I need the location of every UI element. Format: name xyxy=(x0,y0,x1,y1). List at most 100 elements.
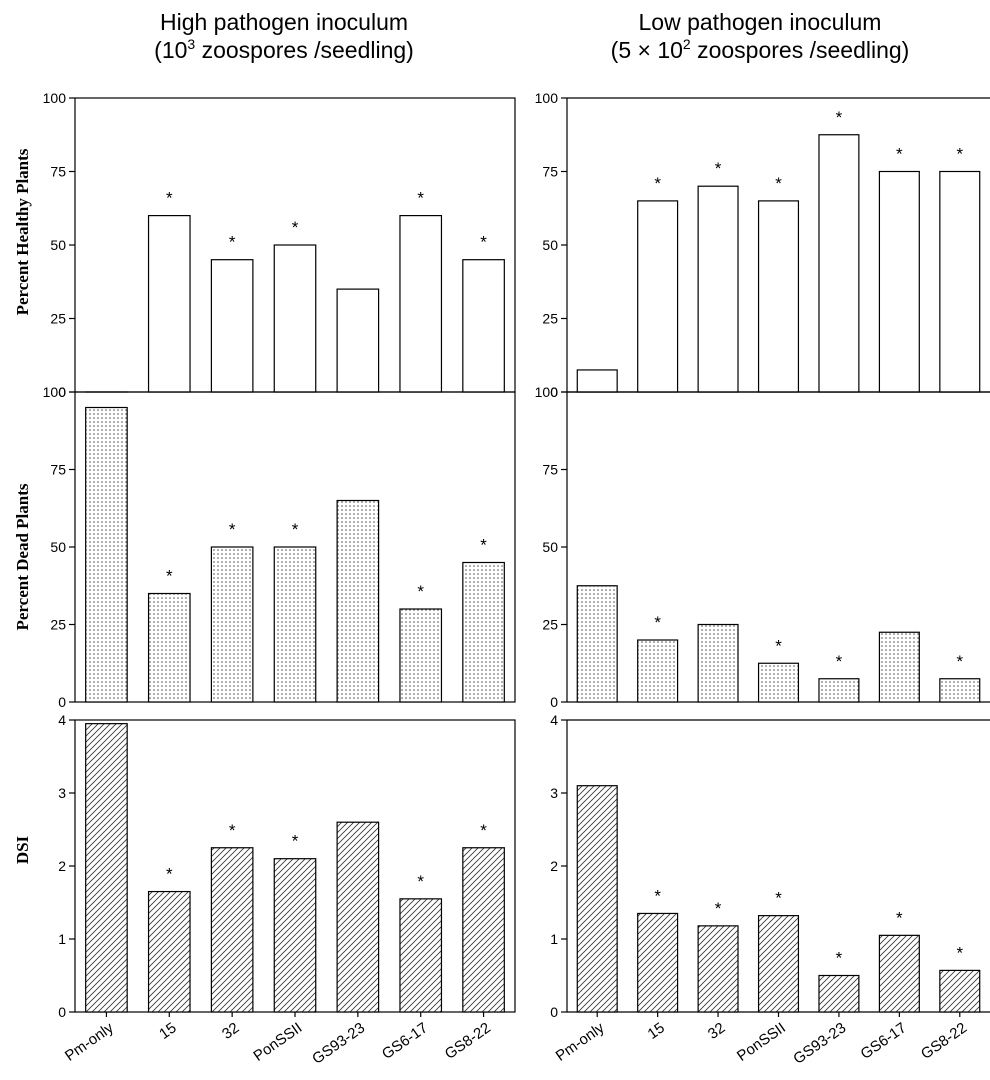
x-tick-label: GS93-23 xyxy=(309,1019,368,1067)
bar-gs8-22 xyxy=(939,678,981,703)
x-tick-label: Pm-only xyxy=(62,1019,117,1065)
bar-ponssii xyxy=(757,915,800,1013)
x-tick-label: 32 xyxy=(705,1019,728,1042)
significance-star: * xyxy=(775,889,782,908)
y-tick-label: 25 xyxy=(542,617,558,633)
y-tick-label: 0 xyxy=(58,694,66,710)
bar-32 xyxy=(697,185,739,393)
bar-gs6-17 xyxy=(399,898,443,1013)
y-tick-label: 25 xyxy=(542,311,558,327)
column-title-low-line1: Low pathogen inoculum xyxy=(639,9,882,35)
bar-32 xyxy=(210,546,254,703)
bar-gs93-23 xyxy=(336,499,380,703)
significance-star: * xyxy=(480,233,487,252)
significance-star: * xyxy=(292,520,299,539)
significance-star: * xyxy=(417,582,424,601)
y-tick-label: 75 xyxy=(50,462,66,478)
bar-gs93-23 xyxy=(818,974,860,1013)
bar-gs8-22 xyxy=(462,259,505,393)
bar-gs8-22 xyxy=(462,561,505,703)
significance-star: * xyxy=(896,908,903,927)
significance-star: * xyxy=(956,652,963,671)
bar-15 xyxy=(637,200,679,393)
significance-star: * xyxy=(715,899,722,918)
bar-15 xyxy=(637,912,679,1013)
significance-star: * xyxy=(229,821,236,840)
significance-star: * xyxy=(836,108,843,127)
bar-32 xyxy=(697,623,739,703)
bar-pm-only xyxy=(576,585,618,703)
y-tick-label: 50 xyxy=(50,237,66,253)
x-tick-label: Pm-only xyxy=(553,1019,608,1065)
ylabel-percent-healthy: Percent Healthy Plants xyxy=(13,148,32,315)
significance-star: * xyxy=(956,145,963,164)
y-tick-label: 4 xyxy=(550,712,558,728)
bar-ponssii xyxy=(273,858,317,1013)
significance-star: * xyxy=(166,189,173,208)
significance-star: * xyxy=(417,872,424,891)
significance-star: * xyxy=(956,943,963,962)
y-tick-label: 75 xyxy=(50,164,66,180)
x-tick-label: 15 xyxy=(645,1019,668,1042)
y-tick-label: 0 xyxy=(550,1004,558,1020)
y-tick-label: 75 xyxy=(542,164,558,180)
y-tick-label: 0 xyxy=(58,1004,66,1020)
bar-gs8-22 xyxy=(939,969,981,1013)
y-tick-label: 1 xyxy=(58,931,66,947)
bar-ponssii xyxy=(757,200,800,393)
significance-star: * xyxy=(775,174,782,193)
bar-gs6-17 xyxy=(399,215,443,393)
ylabel-dsi: DSI xyxy=(13,835,32,864)
significance-star: * xyxy=(654,613,661,632)
significance-star: * xyxy=(654,174,661,193)
bar-ponssii xyxy=(273,546,317,703)
significance-star: * xyxy=(836,949,843,968)
x-tick-label: GS6-17 xyxy=(858,1019,910,1063)
significance-star: * xyxy=(229,520,236,539)
bar-gs93-23 xyxy=(336,288,380,393)
y-tick-label: 4 xyxy=(58,712,66,728)
column-title-low-line2: (5 × 102 zoospores /seedling) xyxy=(611,36,910,63)
y-tick-label: 0 xyxy=(58,384,66,400)
y-tick-label: 75 xyxy=(542,462,558,478)
ylabel-percent-dead: Percent Dead Plants xyxy=(13,483,32,630)
significance-star: * xyxy=(166,567,173,586)
bar-32 xyxy=(697,925,739,1013)
significance-star: * xyxy=(480,821,487,840)
bar-pm-only xyxy=(576,369,618,393)
y-tick-label: 50 xyxy=(542,539,558,555)
bar-15 xyxy=(147,890,191,1013)
x-tick-label: GS6-17 xyxy=(379,1019,431,1063)
x-tick-label: 15 xyxy=(156,1019,179,1042)
y-tick-label: 100 xyxy=(43,384,67,400)
significance-star: * xyxy=(654,886,661,905)
y-tick-label: 100 xyxy=(535,384,559,400)
x-tick-label: PonSSII xyxy=(734,1019,789,1064)
bar-15 xyxy=(637,639,679,703)
significance-star: * xyxy=(480,536,487,555)
bar-32 xyxy=(210,259,254,393)
bar-32 xyxy=(210,847,254,1013)
x-tick-label: GS8-22 xyxy=(918,1019,970,1063)
y-tick-label: 3 xyxy=(550,785,558,801)
column-title-high-line1: High pathogen inoculum xyxy=(160,9,408,35)
bar-gs93-23 xyxy=(818,134,860,393)
significance-star: * xyxy=(896,145,903,164)
panel-high-healthy: 0 25 50 75 100 * * * * * xyxy=(43,90,516,400)
bar-15 xyxy=(147,215,191,393)
panel-low-dsi: 0 1 2 3 4 Pm-only * 15 * 32 * PonSSII * GS93-23 * GS6-1… xyxy=(550,712,990,1068)
y-tick-label: 0 xyxy=(550,694,558,710)
panel-high-dsi: 0 1 2 3 4 Pm-only * 15 * 32 * PonSSII GS93-23 * GS6-17… xyxy=(58,712,516,1068)
x-tick-label: PonSSII xyxy=(250,1019,305,1064)
significance-star: * xyxy=(775,636,782,655)
y-tick-label: 3 xyxy=(58,785,66,801)
bar-15 xyxy=(147,592,191,703)
significance-star: * xyxy=(292,832,299,851)
significance-star: * xyxy=(715,159,722,178)
bar-gs93-23 xyxy=(336,821,380,1013)
bar-pm-only xyxy=(576,785,618,1013)
bar-gs6-17 xyxy=(878,631,920,703)
bar-gs6-17 xyxy=(878,934,920,1013)
